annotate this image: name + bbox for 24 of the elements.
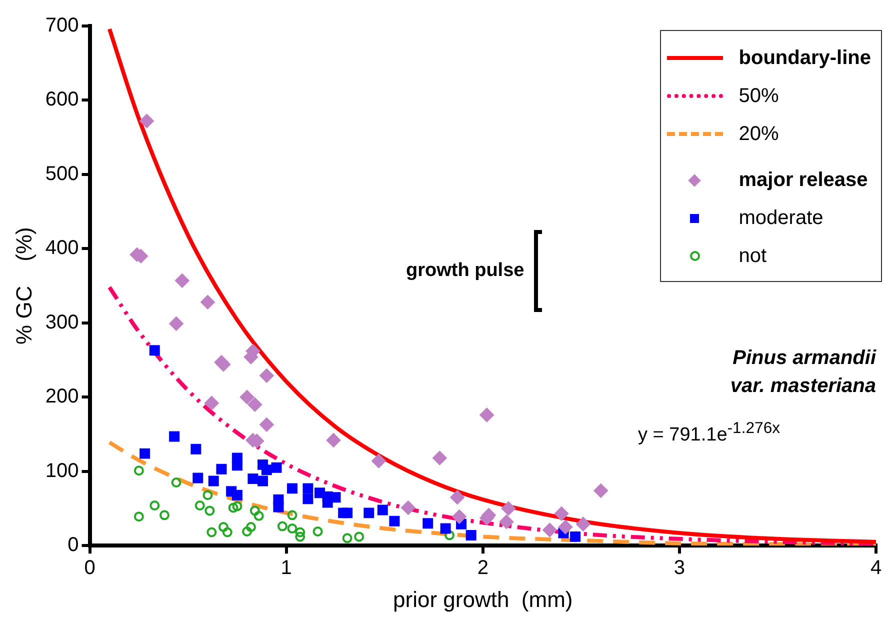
- y-axis-title: % GC (%): [11, 227, 36, 344]
- legend-label: boundary-line: [738, 46, 871, 70]
- legend-label: 50%: [738, 84, 779, 108]
- y-tick-label: 200: [45, 386, 79, 408]
- x-tick-label: 1: [280, 557, 292, 580]
- y-tick-label: 400: [45, 237, 79, 260]
- annotation: y = 791.1e$^{-1.276x}$: [638, 420, 780, 446]
- x-tick-label: 0: [84, 557, 96, 580]
- y-tick-label: 500: [45, 162, 79, 185]
- legend-label: 20%: [738, 122, 779, 146]
- y-tick-label: 100: [45, 460, 79, 482]
- x-tick-label: 2: [477, 557, 488, 580]
- y-tick-label: 0: [68, 534, 79, 556]
- x-tick-label: 4: [870, 557, 882, 580]
- y-tick-label: 600: [45, 88, 79, 111]
- x-tick-label: 3: [674, 557, 686, 580]
- y-tick-label: 300: [45, 311, 79, 334]
- legend-label: not: [738, 244, 767, 268]
- legend-label: major release: [738, 168, 868, 192]
- y-tick-label: 700: [45, 14, 79, 37]
- x-axis-title: prior growth (mm): [393, 586, 573, 612]
- annotation: growth pulse: [406, 260, 524, 282]
- legend-label: moderate: [738, 206, 824, 230]
- annotation: Pinus armandii var. masteriana: [729, 346, 876, 399]
